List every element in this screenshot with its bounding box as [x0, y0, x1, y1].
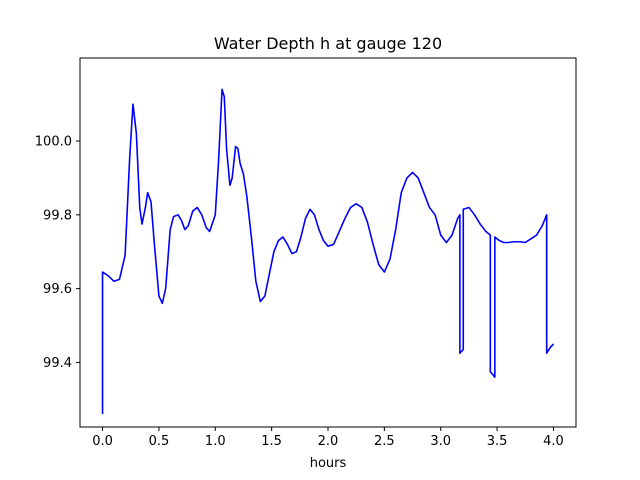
x-tick-label: 3.0: [430, 434, 451, 449]
x-tick-label: 2.0: [318, 434, 339, 449]
x-tick-label: 2.5: [374, 434, 395, 449]
x-axis-ticks: 0.0 0.5 1.0 1.5 2.0 2.5 3.0 3.5 4.0: [92, 427, 564, 449]
x-tick-label: 3.5: [487, 434, 508, 449]
y-tick-label: 99.8: [43, 208, 72, 223]
x-tick-label: 1.5: [261, 434, 282, 449]
x-tick-label: 1.0: [205, 434, 226, 449]
y-tick-label: 100.0: [35, 135, 72, 150]
x-axis-title: hours: [310, 456, 347, 471]
y-axis-ticks: 99.4 99.6 99.8 100.0: [35, 135, 80, 371]
y-tick-label: 99.6: [43, 282, 72, 297]
series-line-0: [101, 88, 555, 415]
x-tick-label: 0.0: [92, 434, 113, 449]
x-tick-label: 4.0: [543, 434, 564, 449]
y-tick-label: 99.4: [43, 356, 72, 371]
chart-title: Water Depth h at gauge 120: [214, 34, 442, 53]
x-tick-label: 0.5: [149, 434, 170, 449]
axes-frame: [79, 57, 577, 428]
plot-area: [101, 88, 555, 415]
